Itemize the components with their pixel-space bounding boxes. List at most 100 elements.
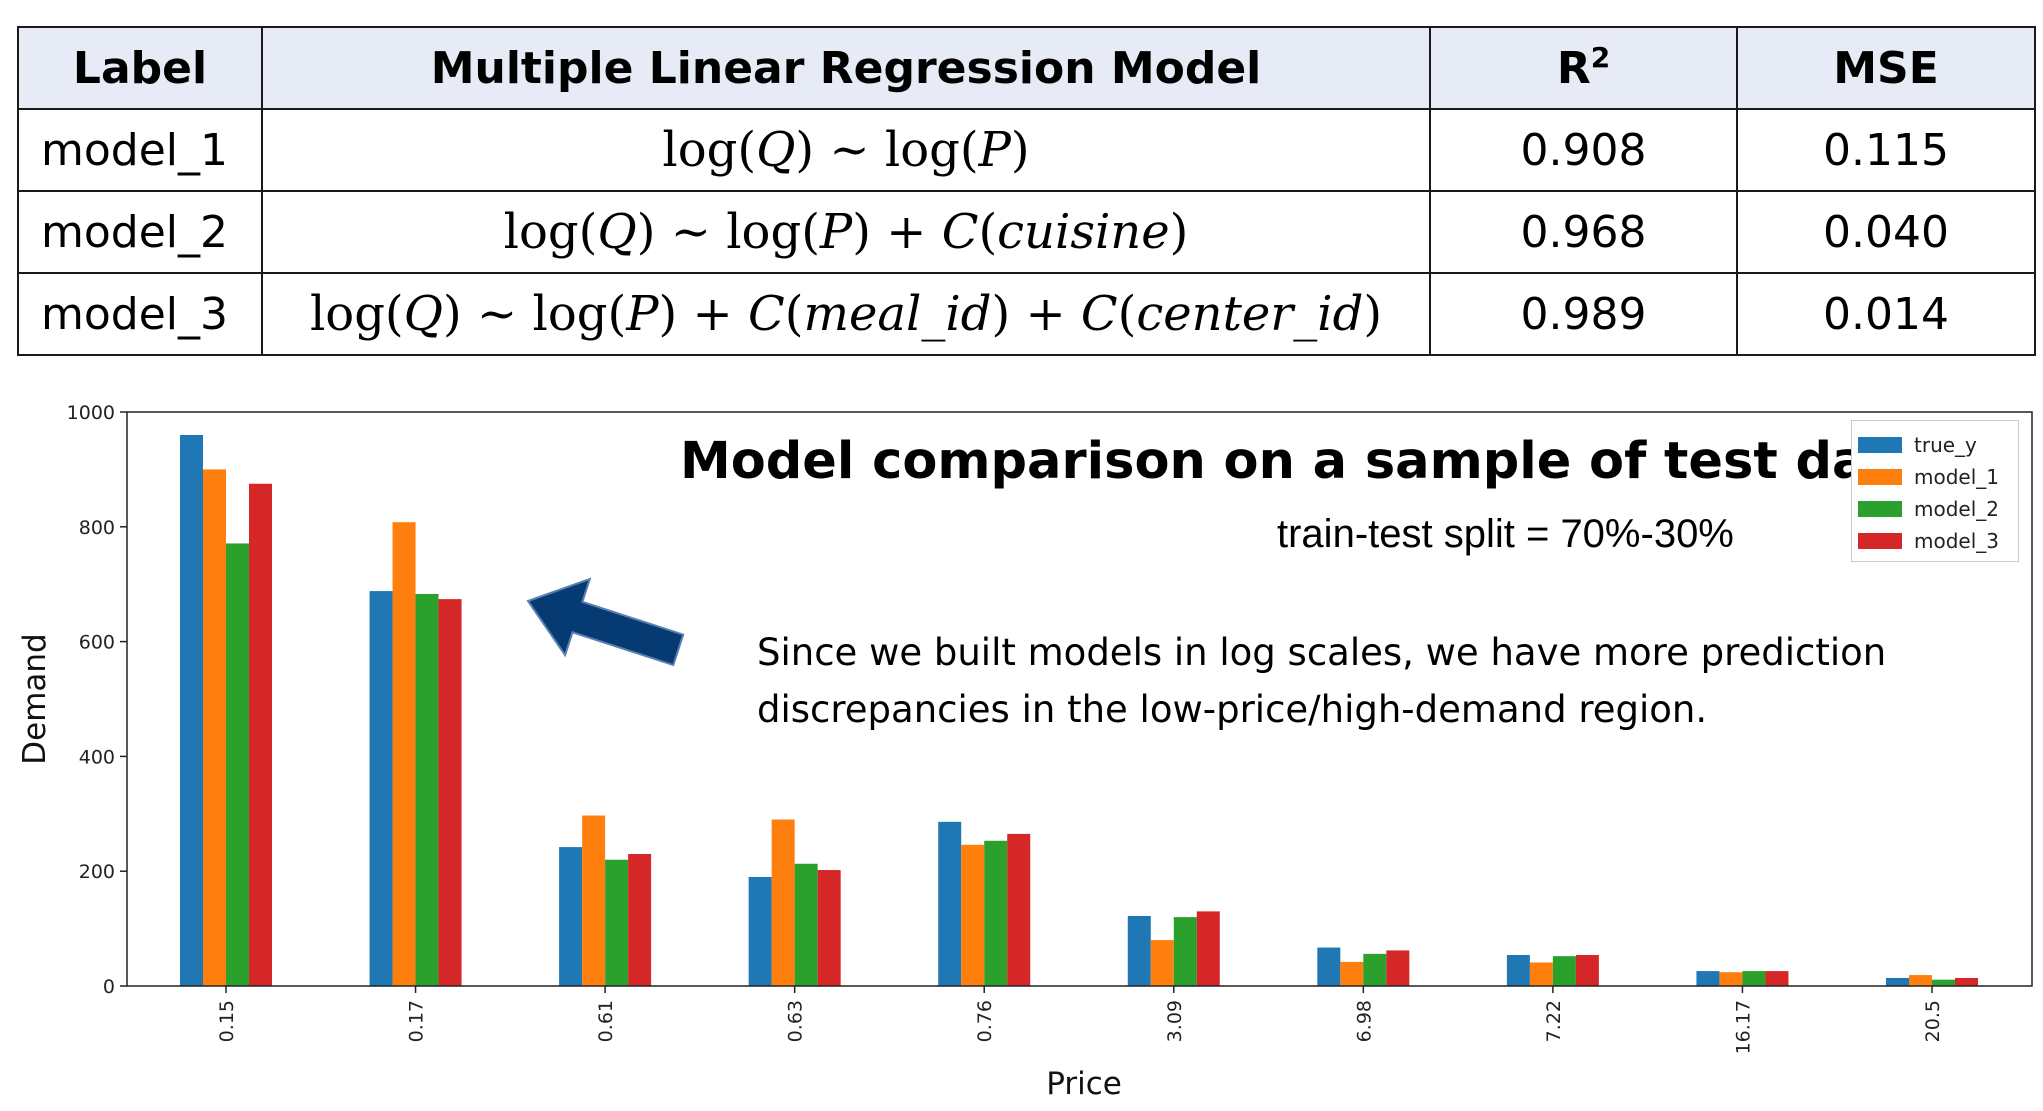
legend-item: true_y — [1858, 429, 2012, 461]
bar-model_2-3.09 — [1173, 917, 1197, 986]
bar-model_3-3.09 — [1196, 911, 1220, 986]
model-formula: log(Q) ~ log(P) — [261, 108, 1431, 192]
r2-value: 0.989 — [1429, 272, 1738, 356]
bar-model_1-0.15 — [203, 469, 226, 986]
bar-model_3-6.98 — [1386, 950, 1410, 986]
bar-model_1-0.76 — [961, 844, 985, 986]
bar-model_2-0.63 — [794, 863, 818, 986]
y-tick-label: 0 — [103, 976, 115, 998]
bar-model_1-0.17 — [392, 522, 416, 986]
bar-model_3-20.5 — [1955, 977, 1978, 986]
legend-swatch — [1858, 533, 1902, 549]
bar-true_y-20.5 — [1886, 977, 1909, 986]
x-tick-label: 0.17 — [406, 1000, 428, 1042]
x-tick-label: 16.17 — [1732, 1000, 1754, 1054]
r2-value: 0.968 — [1429, 190, 1738, 274]
bar-model_2-6.98 — [1363, 953, 1387, 986]
bar-model_3-0.63 — [817, 870, 841, 986]
header-r2-base: R — [1556, 42, 1591, 94]
mse-value: 0.040 — [1736, 190, 2036, 274]
mse-value: 0.115 — [1736, 108, 2036, 192]
y-tick-label: 800 — [79, 517, 115, 539]
mse-value: 0.014 — [1736, 272, 2036, 356]
legend-label: true_y — [1914, 433, 1977, 457]
header-model: Multiple Linear Regression Model — [261, 26, 1431, 110]
bar-model_3-0.17 — [438, 599, 462, 986]
legend-item: model_1 — [1858, 461, 2012, 493]
bar-model_2-0.61 — [605, 859, 629, 986]
bar-true_y-0.76 — [938, 821, 962, 986]
row-label: model_1 — [17, 108, 263, 192]
left-arrow-icon — [526, 577, 685, 667]
model-comparison-table: Label Multiple Linear Regression Model R… — [17, 26, 2036, 356]
bars-layer — [180, 434, 1978, 987]
y-tick-label: 600 — [79, 632, 115, 654]
bar-true_y-0.15 — [180, 434, 203, 987]
x-tick-label: 6.98 — [1353, 1000, 1375, 1042]
bar-model_2-16.17 — [1742, 971, 1766, 986]
bar-true_y-7.22 — [1506, 955, 1530, 986]
y-axis-title: Demand — [17, 633, 53, 764]
bar-model_1-0.63 — [771, 819, 795, 986]
x-tick-label: 0.76 — [974, 1000, 996, 1042]
x-tick-label: 7.22 — [1543, 1000, 1565, 1042]
header-r2: R2 — [1429, 26, 1738, 110]
bar-true_y-0.61 — [559, 847, 583, 986]
bar-model_2-0.76 — [984, 840, 1008, 986]
bar-true_y-6.98 — [1317, 947, 1341, 986]
table-row: model_3 log(Q) ~ log(P) + C(meal_id) + C… — [17, 272, 2036, 356]
x-axis-title: Price — [1046, 1066, 1122, 1102]
bar-model_1-0.61 — [582, 815, 606, 986]
bar-model_3-0.15 — [249, 483, 272, 986]
row-label: model_3 — [17, 272, 263, 356]
legend-item: model_3 — [1858, 525, 2012, 557]
bar-model_1-6.98 — [1340, 961, 1364, 986]
legend-item: model_2 — [1858, 493, 2012, 525]
legend-label: model_3 — [1914, 529, 1999, 553]
legend-swatch — [1858, 469, 1902, 485]
legend-label: model_1 — [1914, 465, 1999, 489]
bar-model_1-16.17 — [1719, 972, 1743, 986]
header-r2-superscript: 2 — [1590, 40, 1611, 74]
bar-true_y-3.09 — [1127, 915, 1151, 986]
bar-true_y-0.17 — [369, 591, 393, 986]
bar-model_3-7.22 — [1575, 955, 1599, 986]
bar-model_3-0.76 — [1007, 833, 1031, 986]
bar-model_2-0.17 — [415, 593, 439, 986]
bar-model_2-0.15 — [226, 543, 249, 986]
chart-legend: true_y model_1 model_2 model_3 — [1851, 420, 2019, 562]
bar-model_2-20.5 — [1932, 979, 1955, 986]
header-mse: MSE — [1736, 26, 2036, 110]
y-tick-label: 200 — [79, 861, 115, 883]
y-tick-label: 1000 — [67, 402, 115, 424]
y-tick-label: 400 — [79, 746, 115, 768]
legend-label: model_2 — [1914, 497, 1999, 521]
bar-model_2-7.22 — [1552, 956, 1576, 986]
header-label: Label — [17, 26, 263, 110]
x-tick-label: 3.09 — [1164, 1000, 1186, 1042]
legend-swatch — [1858, 437, 1902, 453]
bar-true_y-16.17 — [1696, 971, 1720, 986]
demand-bar-chart: 0.15 0.17 0.61 0.63 0.76 3.09 6.98 7.22 16.17 20.… — [17, 402, 2033, 1102]
legend-swatch — [1858, 501, 1902, 517]
bar-model_1-20.5 — [1909, 975, 1932, 986]
x-tick-label: 0.61 — [595, 1000, 617, 1042]
model-formula: log(Q) ~ log(P) + C(cuisine) — [261, 190, 1431, 274]
x-tick-label: 0.63 — [785, 1000, 807, 1042]
chart-title: Model comparison on a sample of test dat… — [680, 432, 1926, 491]
chart-subtitle: train-test split = 70%-30% — [1277, 512, 1734, 556]
bar-true_y-0.63 — [748, 876, 772, 986]
table-header-row: Label Multiple Linear Regression Model R… — [17, 26, 2036, 110]
bar-model_3-16.17 — [1765, 971, 1789, 986]
bar-model_1-7.22 — [1529, 962, 1553, 986]
table-row: model_1 log(Q) ~ log(P) 0.908 0.115 — [17, 108, 2036, 192]
bar-model_3-0.61 — [628, 853, 652, 986]
x-tick-label: 20.5 — [1922, 1000, 1944, 1042]
bar-model_1-3.09 — [1150, 940, 1174, 986]
axes-layer: 0.15 0.17 0.61 0.63 0.76 3.09 6.98 7.22 16.17 20.… — [67, 402, 1944, 1054]
chart-annotation: Since we built models in log scales, we … — [757, 631, 1887, 731]
table-row: model_2 log(Q) ~ log(P) + C(cuisine) 0.9… — [17, 190, 2036, 274]
row-label: model_2 — [17, 190, 263, 274]
x-tick-label: 0.15 — [216, 1000, 238, 1042]
model-formula: log(Q) ~ log(P) + C(meal_id) + C(center_… — [261, 272, 1431, 356]
